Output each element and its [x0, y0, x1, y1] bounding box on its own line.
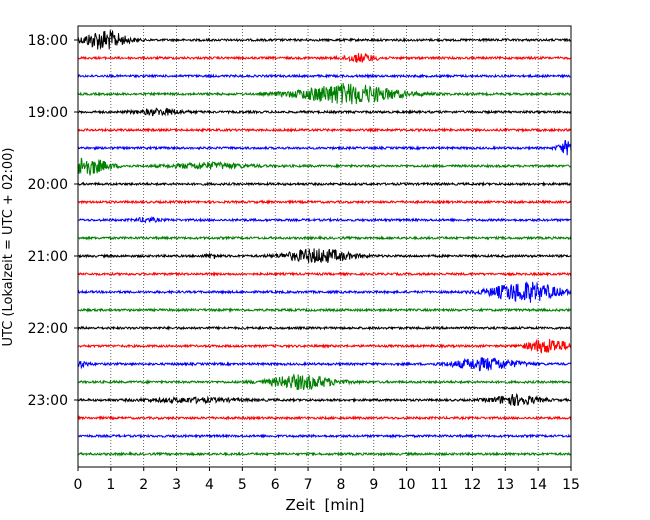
seismic-trace	[77, 180, 572, 187]
seismic-trace	[77, 235, 572, 241]
seismic-trace	[77, 139, 572, 156]
seismic-trace	[77, 199, 572, 205]
seismic-trace	[77, 83, 572, 105]
x-tick-label: 1	[106, 477, 115, 493]
y-tick-label: 21:00	[28, 249, 68, 265]
x-tick-label: 9	[369, 477, 378, 493]
y-tick-label: 18:00	[28, 33, 68, 49]
x-tick-label: 3	[172, 477, 181, 493]
seismic-trace	[77, 216, 572, 224]
seismic-trace	[77, 307, 572, 314]
x-tick-label: 2	[139, 477, 148, 493]
seismic-trace	[77, 432, 572, 439]
x-tick-label: 14	[529, 477, 547, 493]
y-tick-label: 20:00	[28, 177, 68, 193]
y-tick-label: 22:00	[28, 321, 68, 337]
x-axis-ticks: 0 1 2 3 4 5 6 7 8 9 10 11 12 13 14 15	[74, 467, 580, 493]
seismic-trace	[77, 30, 572, 50]
seismic-trace	[77, 53, 572, 63]
x-tick-label: 10	[398, 477, 416, 493]
x-tick-label: 11	[431, 477, 449, 493]
x-tick-label: 4	[205, 477, 214, 493]
seismic-trace	[77, 325, 572, 331]
seismic-trace	[77, 451, 572, 457]
seismic-trace	[77, 280, 572, 303]
seismic-trace	[77, 157, 572, 176]
seismic-trace	[77, 248, 572, 263]
x-tick-label: 7	[304, 477, 313, 493]
seismic-trace	[77, 127, 572, 133]
x-tick-label: 15	[562, 477, 580, 493]
seismic-trace	[77, 415, 572, 421]
x-tick-label: 8	[336, 477, 345, 493]
x-tick-label: 6	[271, 477, 280, 493]
x-tick-label: 12	[463, 477, 481, 493]
y-tick-label: 19:00	[28, 105, 68, 121]
x-tick-label: 0	[74, 477, 83, 493]
seismic-trace	[77, 73, 572, 79]
x-tick-label: 5	[238, 477, 247, 493]
plot-frame	[77, 25, 572, 468]
seismic-trace	[77, 270, 572, 278]
seismic-trace	[77, 373, 572, 391]
seismic-traces	[77, 30, 572, 457]
seismic-trace	[77, 392, 572, 407]
seismic-trace	[77, 107, 572, 117]
seismic-trace	[77, 338, 572, 354]
x-tick-label: 13	[496, 477, 514, 493]
y-tick-label: 23:00	[28, 393, 68, 409]
y-axis-label: UTC (Lokalzeit = UTC + 02:00)	[1, 148, 16, 347]
y-axis-ticks: 18:00 19:00 20:00 21:00 22:00 23:00	[28, 33, 78, 409]
x-axis-label: Zeit [min]	[285, 496, 364, 514]
seismic-trace	[77, 357, 572, 372]
